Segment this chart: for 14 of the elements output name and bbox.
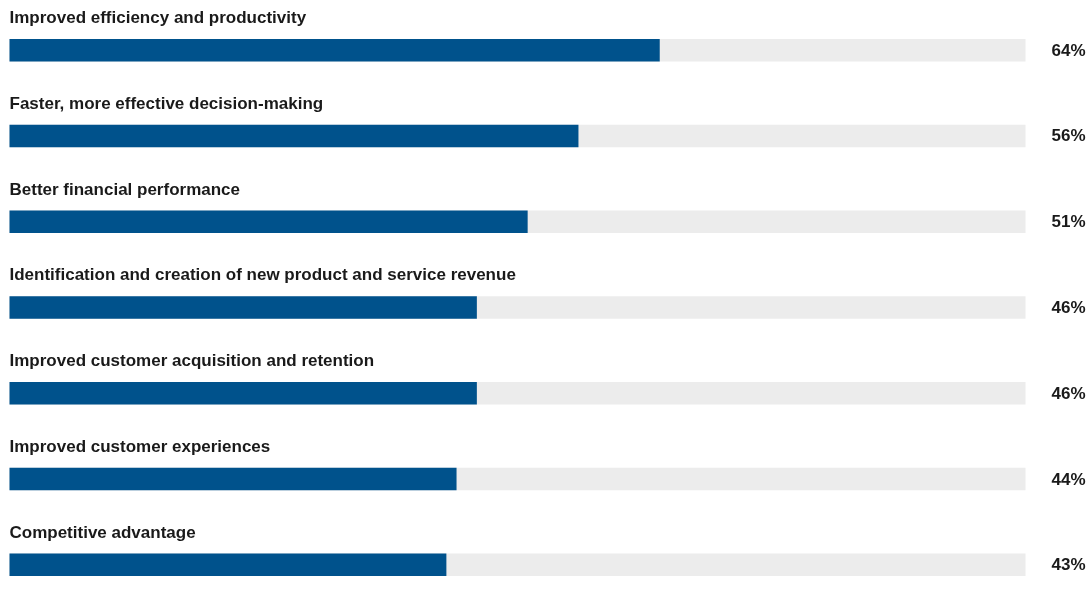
y-tick-label: Better financial performance <box>9 179 241 199</box>
y-tick-label: Improved customer acquisition and retention <box>9 351 375 371</box>
data-label: 64% <box>1051 40 1086 60</box>
y-tick-label: Improved efficiency and productivity <box>9 8 307 28</box>
y-tick-label: Competitive advantage <box>9 522 196 542</box>
y-tick-label: Improved customer experiences <box>9 436 271 456</box>
y-tick-label: Faster, more effective decision-making <box>9 93 324 113</box>
data-label: 46% <box>1051 383 1086 403</box>
data-label: 56% <box>1051 126 1086 146</box>
y-tick-label: Identification and creation of new product and service revenue <box>9 265 516 285</box>
data-label: 43% <box>1051 555 1086 575</box>
data-label: 51% <box>1051 212 1086 232</box>
data-label: 44% <box>1051 469 1086 489</box>
data-label: 46% <box>1051 298 1086 317</box>
